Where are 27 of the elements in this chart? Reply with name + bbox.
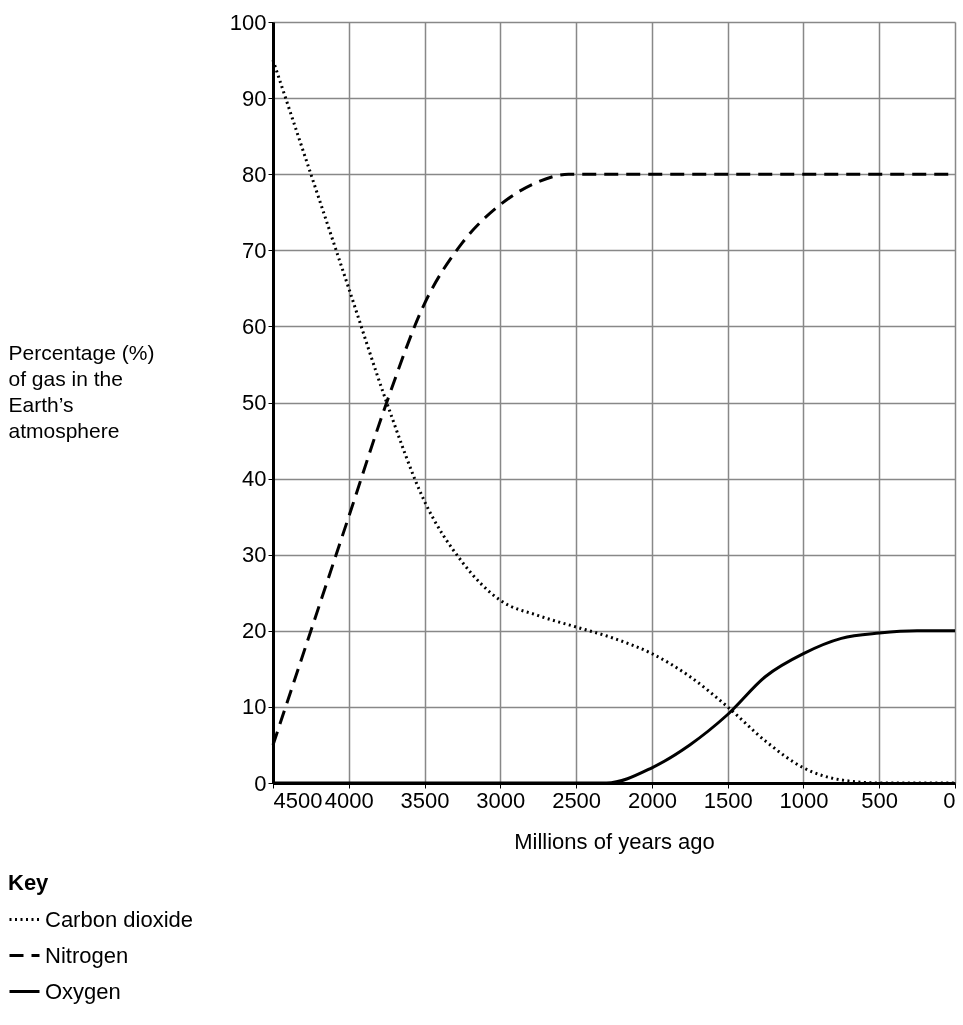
y-tick-label: 80	[242, 161, 267, 187]
y-axis-title: Percentage (%) of gas in the Earth’s atmosphere	[8, 340, 155, 442]
x-tick-label: 0	[943, 787, 956, 813]
legend-label: Oxygen	[45, 978, 121, 1004]
y-tick-label: 100	[229, 9, 267, 35]
legend-label: Nitrogen	[45, 942, 129, 968]
y-tick-label: 60	[242, 313, 267, 339]
x-tick-label: 1000	[779, 787, 829, 813]
y-tick-label: 90	[242, 85, 267, 111]
legend-title: Key	[8, 870, 50, 895]
y-tick-label: 70	[242, 237, 267, 263]
x-tick-label: 3000	[476, 787, 526, 813]
x-tick-label: 2500	[552, 787, 602, 813]
x-axis-title: Millions of years ago	[514, 828, 715, 854]
x-tick-label: 500	[861, 787, 899, 813]
y-tick-label: 0	[254, 770, 267, 796]
x-tick-label: 2000	[627, 787, 677, 813]
x-tick-label: 3500	[400, 787, 450, 813]
y-tick-label: 50	[242, 390, 267, 415]
x-tick-label: 4000	[324, 787, 374, 813]
x-tick-label: 1500	[703, 787, 753, 813]
y-tick-label: 40	[242, 466, 267, 492]
y-tick-label: 20	[242, 618, 267, 644]
y-tick-label: 30	[242, 542, 267, 568]
x-tick-label: 4500	[273, 787, 323, 813]
legend-label: Carbon dioxide	[45, 906, 193, 932]
y-tick-label: 10	[242, 694, 267, 720]
